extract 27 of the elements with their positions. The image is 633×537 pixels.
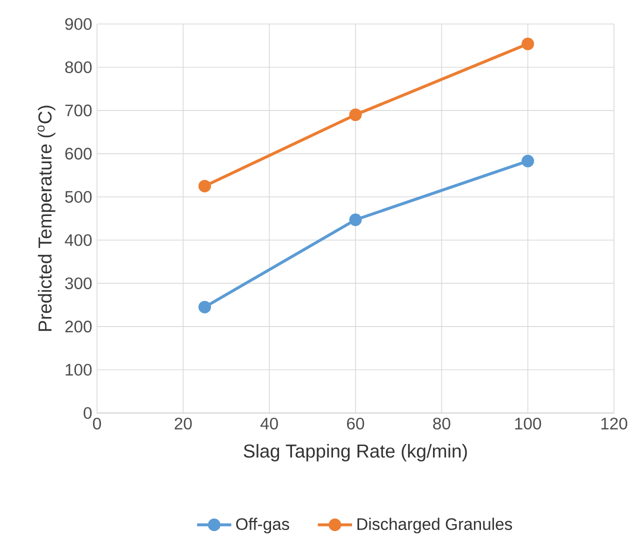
point [198,180,211,192]
y-tick-label: 800 [65,61,92,74]
x-tick-label: 80 [433,418,450,430]
point [349,213,362,226]
point [522,154,534,168]
x-tick-label: 40 [260,418,278,430]
y-tick-label: 300 [65,277,92,290]
x-tick-label: 100 [515,418,542,430]
x-tick-label: 0 [93,418,101,430]
y-tick-label: 500 [65,190,92,203]
x-tick-label: 20 [174,418,192,430]
point [522,38,534,50]
legend-label: Off-gas [236,518,290,534]
y-axis-title: Predicted Temperature ($^{o}$C) [37,106,56,331]
y-tick-label: 900 [65,18,92,30]
y-tick-label: 200 [65,320,92,332]
point [349,108,362,121]
y-tick-label: 400 [64,234,92,246]
x-axis-title: Slag Tapping Rate (kg/min) [244,444,467,462]
y-tick-label: 100 [66,364,92,376]
x-tick-label: 120 [601,418,628,430]
x-tick-label: 60 [347,418,364,430]
y-tick-label: 600 [65,148,92,160]
point [198,300,211,314]
y-tick-label: 0 [84,407,92,419]
legend-label: Discharged Granules [357,518,512,534]
y-tick-label: 700 [65,104,92,116]
